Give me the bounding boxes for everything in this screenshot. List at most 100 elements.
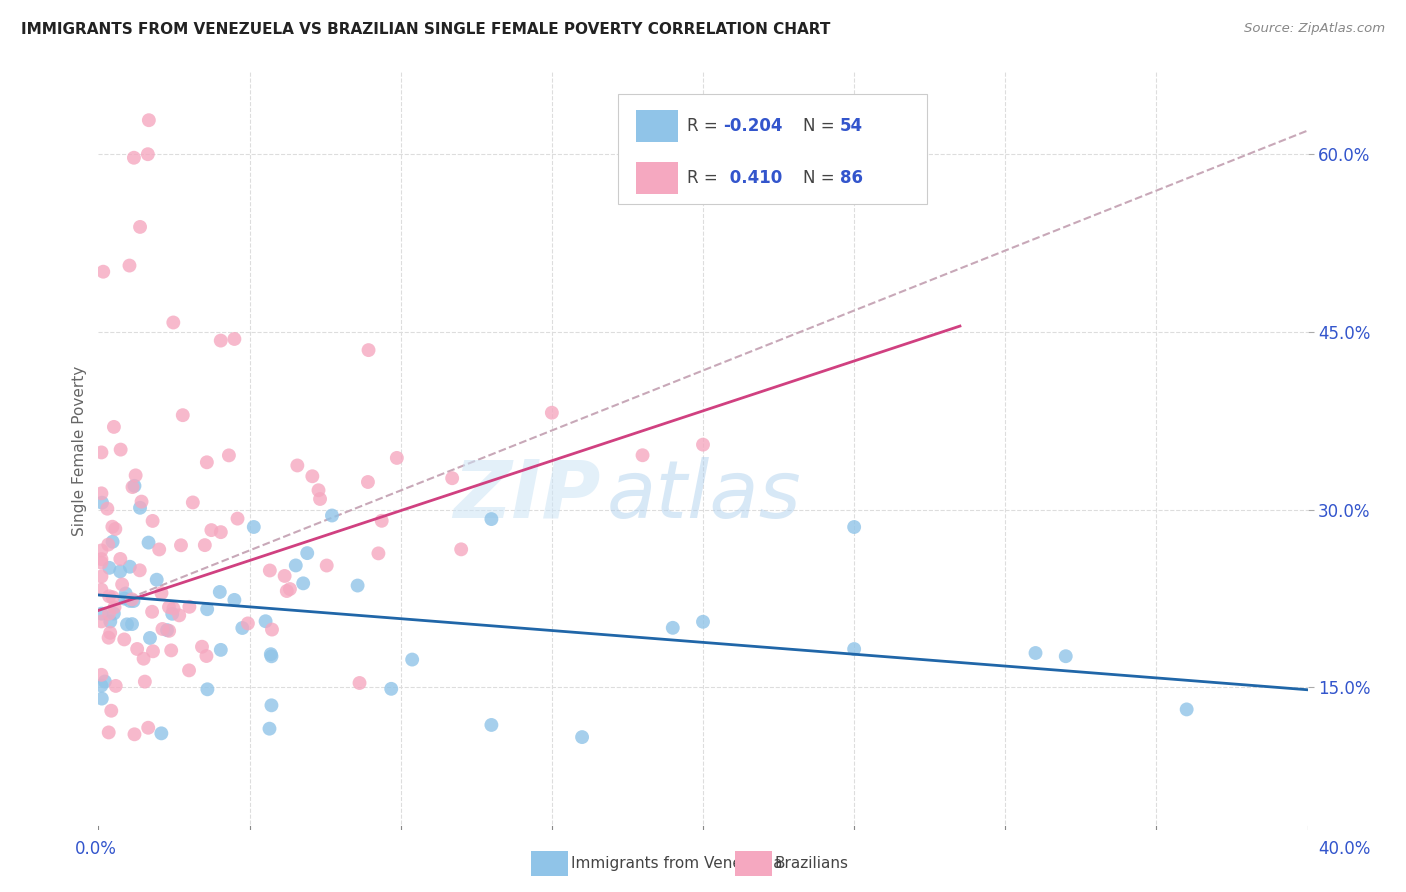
Point [260, 649, 283, 664]
Point [150, 726, 173, 740]
Point [209, 525, 232, 540]
Y-axis label: Single Female Poverty: Single Female Poverty [72, 366, 87, 535]
Point [97, 725, 120, 739]
Point [259, 564, 281, 578]
Point [195, 648, 218, 663]
Point [112, 632, 135, 647]
Point [157, 600, 180, 615]
Point [1024, 646, 1046, 660]
Point [297, 546, 319, 560]
Point [191, 640, 214, 654]
Point [273, 569, 295, 583]
Point [142, 514, 165, 528]
Point [124, 727, 146, 741]
Point [284, 558, 307, 573]
Point [103, 420, 125, 434]
Point [243, 520, 266, 534]
Point [236, 616, 259, 631]
Point [114, 586, 136, 600]
Point [108, 565, 131, 579]
Point [208, 585, 231, 599]
Point [115, 617, 138, 632]
Point [136, 147, 159, 161]
Text: R =: R = [688, 117, 723, 135]
Point [136, 721, 159, 735]
Point [122, 594, 145, 608]
Point [181, 495, 204, 509]
Point [1175, 702, 1198, 716]
Text: 40.0%: 40.0% [1317, 840, 1371, 858]
Point [100, 704, 122, 718]
Point [481, 718, 503, 732]
Point [292, 576, 315, 591]
Point [367, 546, 389, 560]
Point [259, 722, 281, 736]
Point [98, 625, 121, 640]
Point [385, 450, 408, 465]
Point [450, 542, 472, 557]
Point [401, 652, 423, 666]
Point [127, 642, 149, 657]
Point [209, 643, 232, 657]
Point [90, 691, 112, 706]
Point [260, 623, 283, 637]
Text: ZIP: ZIP [453, 457, 600, 535]
Point [844, 520, 866, 534]
Point [231, 621, 253, 635]
Point [276, 584, 298, 599]
Point [91, 496, 114, 510]
Text: 0.410: 0.410 [724, 169, 782, 187]
Point [129, 219, 152, 234]
Point [224, 593, 246, 607]
Point [98, 607, 121, 621]
Point [170, 538, 193, 552]
Point [104, 522, 127, 536]
Point [111, 577, 134, 591]
Point [167, 608, 190, 623]
Point [260, 698, 283, 713]
Point [103, 600, 125, 615]
Point [209, 334, 232, 348]
Point [195, 602, 218, 616]
Point [104, 679, 127, 693]
Point [122, 151, 145, 165]
Point [97, 538, 120, 552]
Point [179, 599, 201, 614]
Point [150, 586, 173, 600]
Point [224, 332, 246, 346]
Text: N =: N = [803, 169, 841, 187]
Text: Immigrants from Venezuela: Immigrants from Venezuela [571, 856, 783, 871]
Point [124, 479, 146, 493]
Point [94, 674, 117, 689]
Point [121, 617, 143, 632]
Point [349, 676, 371, 690]
Point [121, 592, 143, 607]
Point [121, 480, 143, 494]
Point [571, 730, 593, 744]
Text: Brazilians: Brazilians [775, 856, 849, 871]
Text: 0.0%: 0.0% [75, 840, 117, 858]
Text: 54: 54 [839, 117, 863, 135]
Point [90, 556, 112, 570]
Point [91, 265, 114, 279]
Point [90, 445, 112, 459]
Point [96, 501, 118, 516]
Point [218, 449, 240, 463]
Point [128, 563, 150, 577]
Point [148, 542, 170, 557]
Point [844, 642, 866, 657]
Point [90, 543, 112, 558]
Point [260, 647, 283, 661]
Point [380, 681, 402, 696]
Point [162, 601, 184, 615]
Point [110, 442, 132, 457]
Point [195, 455, 218, 469]
Point [101, 591, 124, 605]
Point [301, 469, 323, 483]
Point [118, 259, 141, 273]
Point [132, 651, 155, 665]
Point [145, 573, 167, 587]
Text: R =: R = [688, 169, 723, 187]
Point [321, 508, 343, 523]
Point [138, 113, 160, 128]
